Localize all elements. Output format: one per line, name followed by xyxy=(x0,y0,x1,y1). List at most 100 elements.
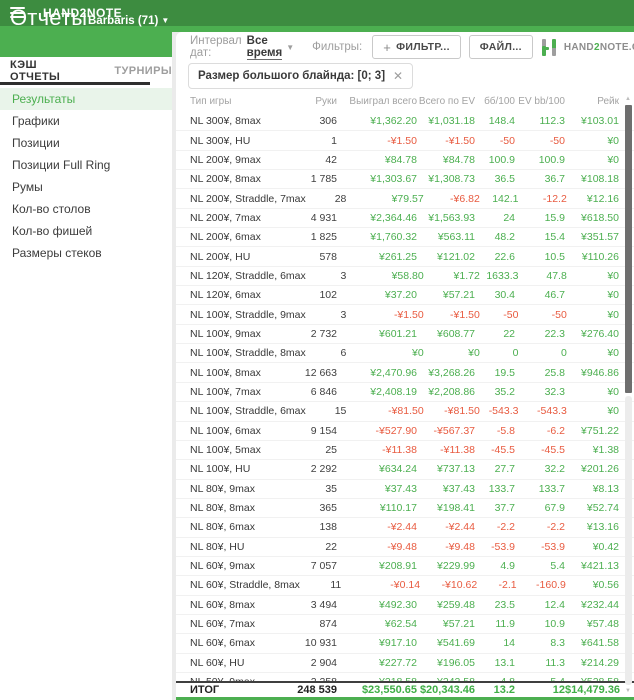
column-header-bb100[interactable]: бб/100 xyxy=(484,95,515,107)
cell-rake: ¥0.56 xyxy=(592,579,619,592)
cell-total-ev: ¥229.99 xyxy=(437,560,475,573)
table-row[interactable]: NL 80¥, 6max 138 -¥2.44 -¥2.44 -2.2 -2.2 ¥13.1… xyxy=(176,518,634,538)
hand2note-logo-icon xyxy=(541,38,558,56)
table-row[interactable]: NL 100¥, Straddle, 9max 3 -¥1.50 -¥1.50 -50 -… xyxy=(176,305,634,325)
cell-total-ev: ¥563.11 xyxy=(437,231,475,244)
account-selector[interactable]: Barbaris (71) ▼ xyxy=(88,15,169,27)
column-header-won-total[interactable]: Выиграл всего xyxy=(349,95,417,107)
table-row[interactable]: NL 60¥, 9max 7 057 ¥208.91 ¥229.99 4.9 5.4 ¥42… xyxy=(176,557,634,577)
table-row[interactable]: NL 60¥, Straddle, 8max 11 -¥0.14 -¥10.62 -2.… xyxy=(176,576,634,596)
table-row[interactable]: NL 60¥, 7max 874 ¥62.54 ¥57.21 11.9 10.9 ¥57.4… xyxy=(176,615,634,635)
column-header-rake[interactable]: Рейк xyxy=(597,95,619,107)
cell-won-total: ¥79.57 xyxy=(391,192,424,205)
tab-cash-reports[interactable]: КЭШ ОТЧЕТЫ xyxy=(10,59,61,83)
sidebar-item-graphs[interactable]: Графики xyxy=(12,114,60,128)
table-row[interactable]: NL 80¥, HU 22 -¥9.48 -¥9.48 -53.9 -53.9 ¥0.42 xyxy=(176,538,634,557)
add-filter-button[interactable]: + ФИЛЬТР... xyxy=(372,35,461,59)
cell-bb100: 23.5 xyxy=(494,598,515,611)
cell-rake: ¥946.86 xyxy=(581,366,619,379)
cell-total-ev: ¥0 xyxy=(468,347,480,360)
date-interval-value[interactable]: Все время xyxy=(246,34,283,60)
cell-hands: 3 xyxy=(340,269,347,282)
cell-total-ev: ¥57.21 xyxy=(442,618,475,631)
cell-rake: ¥232.44 xyxy=(581,598,619,611)
cell-hands: 25 xyxy=(325,444,337,457)
tab-tournaments[interactable]: ТУРНИРЫ xyxy=(114,65,172,77)
table-row[interactable]: NL 100¥, Straddle, 8max 6 ¥0 ¥0 0 0 ¥0 xyxy=(176,344,634,364)
cell-game-type: NL 100¥, 8max xyxy=(190,366,261,379)
cell-game-type: NL 120¥, 6max xyxy=(190,289,261,302)
cell-hands: 1 825 xyxy=(310,231,337,244)
column-header-hands[interactable]: Руки xyxy=(315,95,337,107)
scrollbar-thumb[interactable] xyxy=(624,105,632,393)
cell-hands: 28 xyxy=(334,192,347,205)
cell-ev-bb100: 36.7 xyxy=(544,173,565,186)
sidebar-item-table-count[interactable]: Кол-во столов xyxy=(12,202,91,216)
cell-game-type: NL 60¥, Straddle, 8max xyxy=(190,579,300,592)
sidebar-item-positions[interactable]: Позиции xyxy=(12,136,60,150)
column-header-ev-bb100[interactable]: EV bb/100 xyxy=(518,95,565,107)
total-ev-bb100: 12 xyxy=(552,684,565,696)
cell-bb100: 0 xyxy=(512,347,519,360)
file-button[interactable]: ФАЙЛ... xyxy=(468,35,533,59)
cell-total-ev: ¥37.43 xyxy=(442,482,475,495)
cell-ev-bb100: 8.3 xyxy=(550,637,565,650)
cell-hands: 15 xyxy=(334,405,347,418)
table-row[interactable]: NL 100¥, Straddle, 6max 15 -¥81.50 -¥81.50-… xyxy=(176,402,634,422)
table-row[interactable]: NL 100¥, 6max 9 154 -¥527.90 -¥567.37 -5.8 -6… xyxy=(176,422,634,441)
filter-chip-label: Размер большого блайнда: [0; 3] xyxy=(198,70,386,82)
hamburger-menu-icon[interactable] xyxy=(10,7,25,18)
column-header-total-ev[interactable]: Всего по EV xyxy=(418,95,475,107)
table-row[interactable]: NL 100¥, 5max 25 -¥11.38 -¥11.38 -45.5 -45.5 ¥… xyxy=(176,441,634,461)
cell-total-ev: ¥2,208.86 xyxy=(428,385,475,398)
cell-rake: ¥0 xyxy=(607,134,619,147)
chevron-down-icon[interactable]: ▼ xyxy=(286,42,295,52)
table-row[interactable]: NL 60¥, 6max 10 931 ¥917.10 ¥541.69 14 8.3 ¥64… xyxy=(176,634,634,654)
table-row[interactable]: NL 120¥, 6max 102 ¥37.20 ¥57.21 30.4 46.7 ¥0 xyxy=(176,286,634,306)
table-row[interactable]: NL 100¥, 9max 2 732 ¥601.21 ¥608.77 22 22.3 ¥2… xyxy=(176,325,634,345)
cell-rake: ¥751.22 xyxy=(581,424,619,437)
cell-ev-bb100: -543.3 xyxy=(537,405,567,418)
table-row[interactable]: NL 60¥, 8max 3 494 ¥492.30 ¥259.48 23.5 12.4 ¥… xyxy=(176,596,634,615)
table-row[interactable]: NL 200¥, 7max 4 931 ¥2,364.46 ¥1,563.93 24 15… xyxy=(176,209,634,229)
sidebar-item-positions-full-ring[interactable]: Позиции Full Ring xyxy=(12,158,111,172)
sidebar-item-rooms[interactable]: Румы xyxy=(12,180,43,194)
cell-won-total: ¥2,470.96 xyxy=(370,366,417,379)
table-row[interactable]: NL 100¥, HU 2 292 ¥634.24 ¥737.13 27.7 32.2 ¥2… xyxy=(176,460,634,480)
table-row[interactable]: NL 200¥, 6max 1 825 ¥1,760.32 ¥563.11 48.2 15… xyxy=(176,228,634,248)
sidebar-item-results[interactable]: Результаты xyxy=(0,88,172,110)
close-icon[interactable]: ✕ xyxy=(393,69,404,83)
table-row[interactable]: NL 300¥, HU 1 -¥1.50 -¥1.50 -50 -50 ¥0 xyxy=(176,131,634,151)
table-row[interactable]: NL 200¥, 8max 1 785 ¥1,303.67 ¥1,308.73 36.5… xyxy=(176,170,634,190)
table-row[interactable]: NL 80¥, 8max 365 ¥110.17 ¥198.41 37.7 67.9 ¥52… xyxy=(176,499,634,519)
column-header-game-type[interactable]: Тип игры xyxy=(190,95,232,107)
table-row[interactable]: NL 100¥, 7max 6 846 ¥2,408.19 ¥2,208.86 35.2… xyxy=(176,383,634,403)
cell-won-total: -¥81.50 xyxy=(388,405,424,418)
cell-game-type: NL 80¥, HU xyxy=(190,540,245,553)
table-row[interactable]: NL 300¥, 8max 306 ¥1,362.20 ¥1,031.18 148.4 1… xyxy=(176,112,634,132)
scrollbar-track[interactable] xyxy=(624,396,632,685)
table-row[interactable]: NL 60¥, HU 2 904 ¥227.72 ¥196.05 13.1 11.3 ¥21… xyxy=(176,654,634,673)
table-row[interactable]: NL 80¥, 9max 35 ¥37.43 ¥37.43 133.7 133.7 ¥8.1… xyxy=(176,480,634,499)
table-row[interactable]: NL 200¥, HU 578 ¥261.25 ¥121.02 22.6 10.5 ¥110… xyxy=(176,247,634,267)
scroll-down-icon[interactable]: ▼ xyxy=(625,688,631,694)
table-row[interactable]: NL 200¥, 9max 42 ¥84.78 ¥84.78 100.9 100.9 ¥0 xyxy=(176,151,634,171)
cell-won-total: -¥1.50 xyxy=(393,308,424,321)
cell-game-type: NL 60¥, 7max xyxy=(190,618,255,631)
total-label: ИТОГ xyxy=(190,684,220,696)
table-row[interactable]: NL 200¥, Straddle, 7max 28 ¥79.57 -¥6.82 142… xyxy=(176,189,634,209)
cell-won-total: ¥1,760.32 xyxy=(370,231,417,244)
cell-bb100: 22.6 xyxy=(494,250,515,263)
cell-ev-bb100: 5.4 xyxy=(550,560,565,573)
table-row[interactable]: NL 100¥, 8max 12 663 ¥2,470.96 ¥3,268.26 19.… xyxy=(176,363,634,383)
cell-rake: ¥0 xyxy=(607,289,619,302)
sidebar-item-chip-count[interactable]: Кол-во фишей xyxy=(12,224,93,238)
table-rows: NL 300¥, 8max 306 ¥1,362.20 ¥1,031.18 148.4 1… xyxy=(176,112,634,681)
table-scrollbar[interactable]: ▲ ▼ xyxy=(623,96,633,694)
scroll-up-icon[interactable]: ▲ xyxy=(625,96,631,102)
filter-chip-big-blind-size[interactable]: Размер большого блайнда: [0; 3] ✕ xyxy=(188,63,414,89)
cell-total-ev: -¥1.50 xyxy=(450,308,480,321)
sidebar-item-stack-sizes[interactable]: Размеры стеков xyxy=(12,246,102,260)
table-row[interactable]: NL 120¥, Straddle, 6max 3 ¥58.80 ¥1.72 1633.… xyxy=(176,267,634,287)
